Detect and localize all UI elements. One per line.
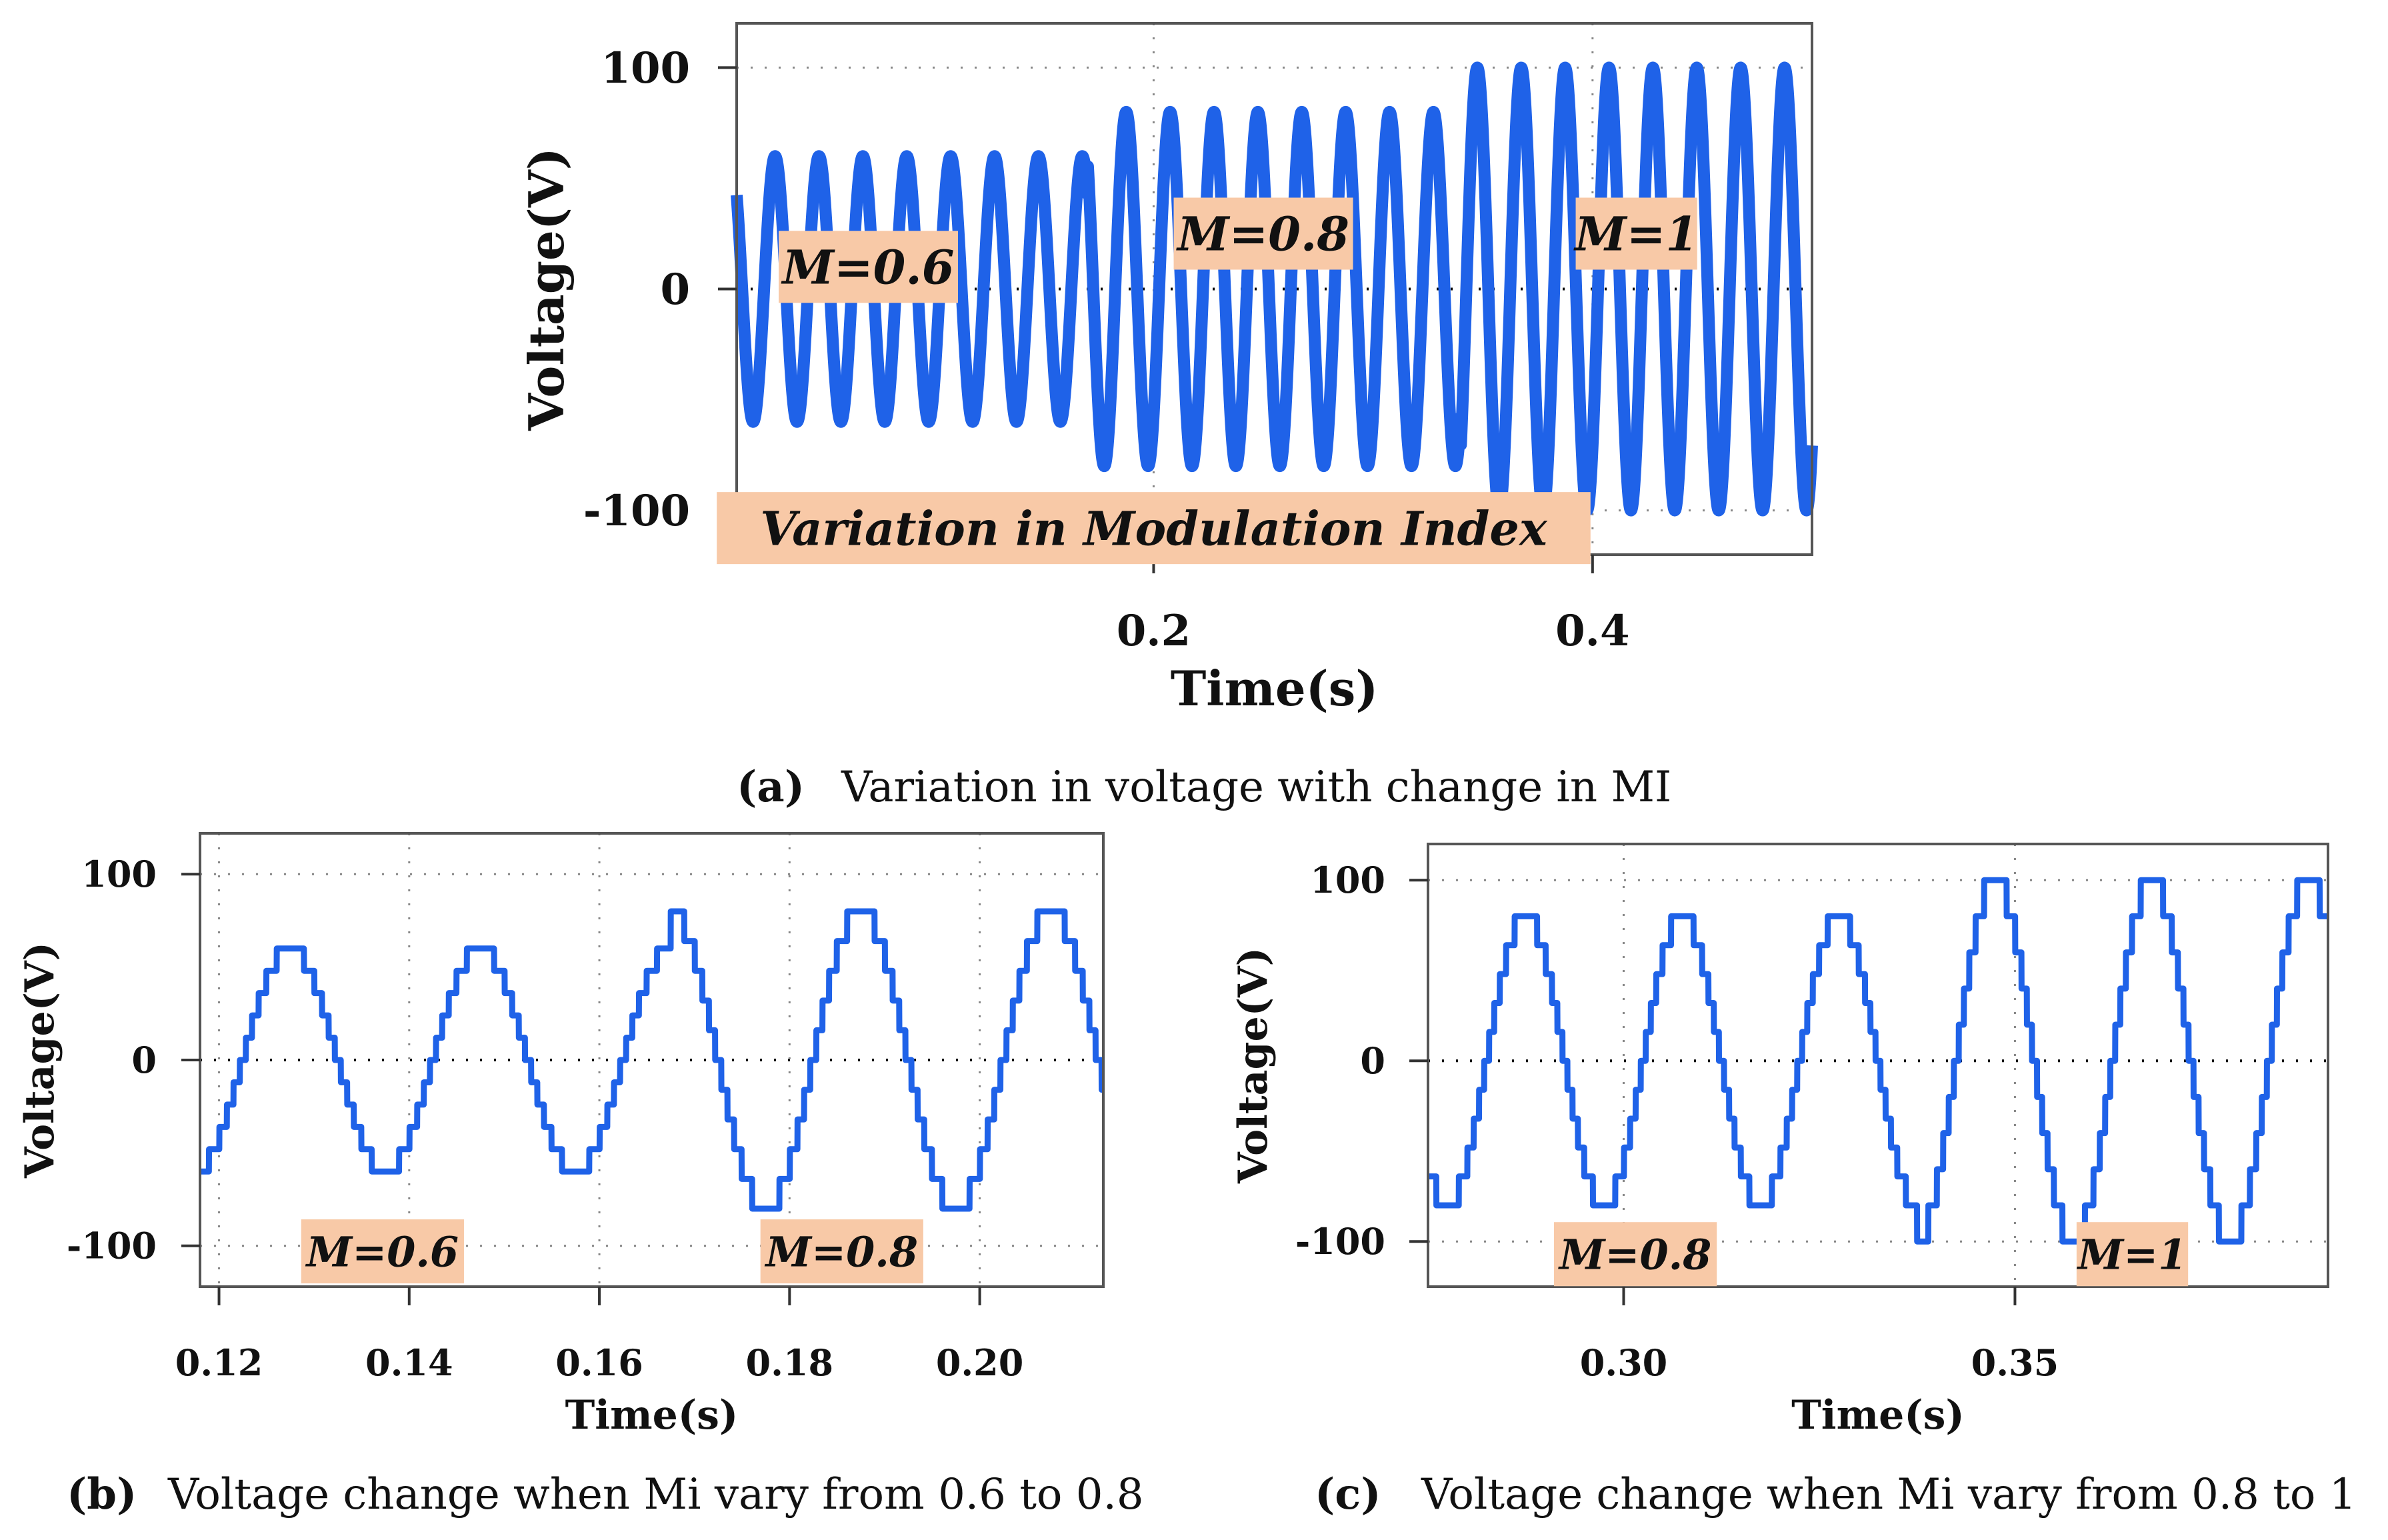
panel-a-annotation-3: Variation in Modulation Index [760, 501, 1548, 556]
panel-a-ytick-label-2: -100 [583, 486, 690, 536]
panel-c-annotation-box-0 [1553, 1222, 1717, 1287]
panel-b: 100 0 -100 0.12 0.14 0.16 0.18 0.20 Time(s) Volta… [17, 832, 1107, 1439]
panel-b-annotation-box-1 [760, 1219, 923, 1284]
panel-c-annotation-box-1 [2076, 1222, 2189, 1287]
panel-c-annotation-1: M=1 [2077, 1231, 2187, 1279]
panel-b-annotation-1: M=0.8 [765, 1227, 918, 1276]
caption-c-letter: (c) [1315, 1469, 1381, 1519]
caption-c-text: Voltage change when Mi vary from 0.8 to … [1421, 1470, 2357, 1519]
panel-c-ytick-label-0: 100 [1310, 859, 1385, 901]
panel-c-ytick-label-1: 0 [1360, 1039, 1385, 1082]
panel-c-xlabel: Time(s) [1791, 1392, 1965, 1439]
panel-a-ytick-label-0: 100 [601, 43, 690, 93]
panel-b-annotation-0: M=0.6 [305, 1227, 459, 1276]
panel-a-xtick-label-1: 0.4 [1555, 606, 1629, 656]
caption-b-text: Voltage change when Mi vary from 0.6 to … [167, 1470, 1144, 1519]
panel-b-series-line [197, 908, 1107, 1212]
panel-b-ytick-label-2: -100 [67, 1225, 157, 1267]
panel-a-annotation-2: M=1 [1573, 207, 1698, 262]
panel-b-annotation-box-0 [301, 1219, 464, 1284]
panel-a-annotation-box-1 [1173, 197, 1353, 270]
caption-a-letter: (a) [737, 762, 805, 812]
panel-a-annotation-0: M=0.6 [781, 239, 955, 295]
panel-c-xtick-label-0: 0.30 [1580, 1341, 1668, 1384]
panel-a-ytick-label-1: 0 [660, 265, 690, 315]
panel-a-xtick-label-0: 0.2 [1117, 606, 1191, 656]
panel-b-ytick-label-0: 100 [81, 853, 157, 895]
panel-b-xtick-label-4: 0.20 [936, 1341, 1024, 1384]
panel-a-annotation-box-2 [1575, 197, 1697, 270]
panel-b-xtick-label-0: 0.12 [175, 1341, 263, 1384]
panel-b-xtick-label-3: 0.18 [746, 1341, 834, 1384]
panel-c-xtick-label-1: 0.35 [1971, 1341, 2059, 1384]
panel-b-ylabel: Voltage(V) [17, 942, 63, 1179]
panel-a: 100 0 -100 0.2 0.4 Time(s) Voltage(V) M=0.6 M=0.… [518, 22, 1818, 717]
panel-c-series-line [1425, 877, 2331, 1245]
caption-a-text: Variation in voltage with change in MI [841, 763, 1671, 812]
panel-b-ytick-label-1: 0 [131, 1039, 157, 1081]
panel-b-xlabel: Time(s) [565, 1392, 739, 1439]
panel-a-ylabel: Voltage(V) [518, 147, 575, 431]
panel-c-plot-frame [1427, 843, 2329, 1288]
panel-c-ytick-label-2: -100 [1295, 1220, 1385, 1263]
panel-b-xtick-label-1: 0.14 [365, 1341, 453, 1384]
panel-a-annotation-box-3 [717, 492, 1591, 565]
caption-b-letter: (b) [67, 1469, 137, 1519]
panel-a-xlabel: Time(s) [1171, 660, 1379, 717]
panel-a-annotation-1: M=0.8 [1176, 207, 1349, 262]
panel-a-annotation-box-0 [779, 231, 959, 303]
panel-c-annotation-0: M=0.8 [1558, 1231, 1711, 1279]
panel-b-xtick-label-2: 0.16 [555, 1341, 643, 1384]
panel-c-ylabel: Voltage(V) [1230, 947, 1277, 1184]
